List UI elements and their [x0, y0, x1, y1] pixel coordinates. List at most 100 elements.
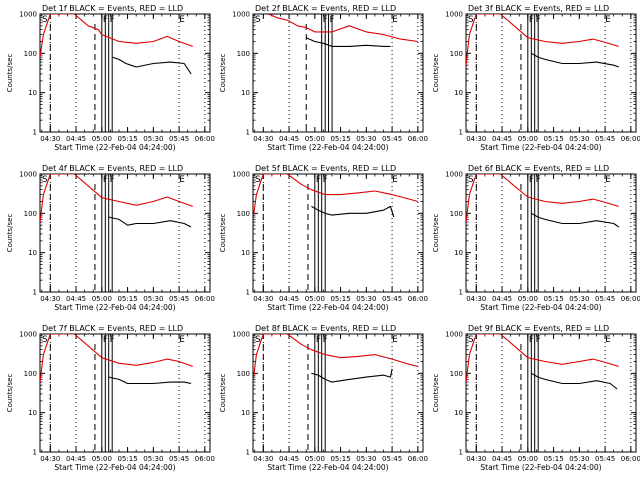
y-tick-label: 10 — [28, 249, 37, 257]
lld-rate-line — [466, 14, 619, 66]
y-tick-label: 100 — [237, 50, 250, 58]
end-marker-label: E — [392, 15, 398, 25]
x-tick-label: 05:45 — [595, 295, 615, 303]
y-tick-label: 1000 — [232, 11, 250, 19]
start-marker-label: S — [42, 15, 48, 25]
y-tick-label: 1000 — [445, 171, 463, 179]
y-tick-label: 1000 — [19, 11, 37, 19]
x-tick-label: 06:00 — [408, 135, 428, 143]
flare-marker-label: F — [110, 335, 115, 345]
flare-marker-label: F — [323, 175, 328, 185]
detector-panel: Det 8f BLACK = Events, RED = LLD 1 10 100 10… — [219, 324, 428, 472]
y-tick-label: 100 — [24, 210, 37, 218]
x-tick-label: 05:45 — [169, 295, 189, 303]
x-tick-label: 05:00 — [92, 455, 112, 463]
y-tick-label: 10 — [241, 409, 250, 417]
x-tick-label: 05:00 — [305, 455, 325, 463]
flare-interval-box — [314, 333, 319, 453]
lld-rate-line — [466, 334, 619, 383]
x-tick-label: 04:30 — [40, 135, 60, 143]
y-tick-label: 100 — [450, 370, 463, 378]
lld-rate-line — [466, 174, 619, 223]
events-rate-line — [531, 372, 618, 390]
x-tick-label: 05:30 — [143, 295, 163, 303]
flare-marker-label: F — [103, 335, 108, 345]
plot-frame — [39, 13, 211, 133]
x-tick-label: 04:45 — [279, 135, 299, 143]
events-rate-line — [108, 216, 192, 228]
panel-title: Det 7f BLACK = Events, RED = LLD — [42, 324, 183, 333]
flare-marker-label: F — [110, 15, 115, 25]
y-tick-label: 1000 — [445, 11, 463, 19]
y-tick-label: 1 — [33, 289, 37, 297]
x-tick-label: 06:00 — [195, 135, 215, 143]
x-tick-label: 04:45 — [492, 135, 512, 143]
x-tick-label: 06:00 — [195, 295, 215, 303]
x-tick-label: 05:30 — [569, 135, 589, 143]
y-axis-label: Counts/sec — [219, 54, 227, 93]
lld-rate-line — [268, 14, 418, 43]
flare-marker-label: F — [529, 15, 534, 25]
flare-interval-box — [534, 13, 539, 133]
flare-marker-label: F — [323, 335, 328, 345]
flare-interval-box — [314, 173, 319, 293]
y-tick-label: 10 — [28, 409, 37, 417]
x-tick-label: 04:30 — [40, 455, 60, 463]
events-rate-line — [111, 56, 192, 75]
y-tick-label: 1000 — [19, 171, 37, 179]
detector-panel: Det 7f BLACK = Events, RED = LLD 1 10 100 10… — [6, 324, 215, 472]
x-tick-label: 05:00 — [92, 295, 112, 303]
y-tick-label: 10 — [241, 249, 250, 257]
events-rate-line — [531, 52, 619, 68]
x-tick-label: 04:45 — [66, 135, 86, 143]
x-axis-label: Start Time (22-Feb-04 04:24:00) — [267, 143, 388, 152]
flare-interval-box — [321, 333, 326, 453]
plot-frame — [252, 173, 424, 293]
x-tick-label: 04:30 — [253, 295, 273, 303]
x-tick-label: 05:00 — [518, 135, 538, 143]
x-tick-label: 05:30 — [356, 295, 376, 303]
end-marker-label: E — [179, 15, 185, 25]
events-rate-line — [311, 368, 393, 383]
x-tick-label: 06:00 — [408, 295, 428, 303]
y-axis-label: Counts/sec — [219, 214, 227, 253]
events-rate-line — [108, 376, 192, 385]
x-tick-label: 05:15 — [330, 135, 350, 143]
x-tick-label: 05:15 — [117, 455, 137, 463]
start-marker-label: S — [468, 15, 474, 25]
x-tick-label: 05:00 — [92, 135, 112, 143]
y-tick-label: 1 — [459, 289, 463, 297]
x-tick-label: 04:45 — [492, 455, 512, 463]
flare-interval-box — [321, 13, 326, 133]
y-axis-label: Counts/sec — [6, 54, 14, 93]
panel-title: Det 3f BLACK = Events, RED = LLD — [468, 4, 609, 13]
start-marker-label: S — [42, 335, 48, 345]
x-axis-label: Start Time (22-Feb-04 04:24:00) — [54, 463, 175, 472]
y-tick-label: 100 — [450, 50, 463, 58]
x-axis-label: Start Time (22-Feb-04 04:24:00) — [267, 463, 388, 472]
flare-interval-box — [108, 333, 113, 453]
detector-panel: Det 3f BLACK = Events, RED = LLD 1 10 100 10… — [432, 4, 640, 152]
x-tick-label: 05:15 — [117, 295, 137, 303]
x-axis-label: Start Time (22-Feb-04 04:24:00) — [54, 303, 175, 312]
x-axis-label: Start Time (22-Feb-04 04:24:00) — [480, 143, 601, 152]
flare-marker-label: F — [103, 15, 108, 25]
flare-marker-label: F — [330, 15, 335, 25]
flare-interval-box — [527, 333, 532, 453]
detector-panel: Det 4f BLACK = Events, RED = LLD 1 10 100 10… — [6, 164, 215, 312]
x-tick-label: 05:30 — [569, 455, 589, 463]
lld-rate-line — [253, 334, 418, 383]
flare-interval-box — [108, 173, 113, 293]
x-tick-label: 06:00 — [621, 455, 640, 463]
x-tick-label: 05:30 — [569, 295, 589, 303]
y-tick-label: 1 — [33, 449, 37, 457]
x-axis-label: Start Time (22-Feb-04 04:24:00) — [480, 463, 601, 472]
panel-title: Det 4f BLACK = Events, RED = LLD — [42, 164, 183, 173]
plot-frame — [465, 173, 637, 293]
x-tick-label: 04:45 — [279, 295, 299, 303]
y-axis-label: Counts/sec — [432, 214, 440, 253]
end-marker-label: E — [392, 335, 398, 345]
end-marker-label: E — [179, 175, 185, 185]
end-marker-label: E — [605, 15, 611, 25]
x-tick-label: 05:00 — [518, 295, 538, 303]
